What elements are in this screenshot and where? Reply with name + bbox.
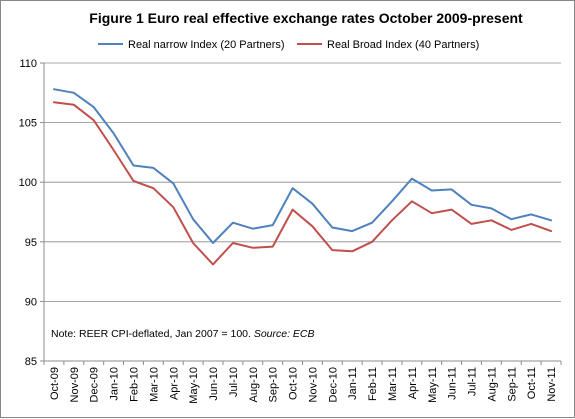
- y-tick-label-95: 95: [25, 237, 37, 249]
- x-tick-label-Oct-10: Oct-10: [288, 367, 300, 400]
- x-tick-label-Sep-11: Sep-11: [506, 367, 518, 402]
- x-tick-label-Nov-09: Nov-09: [69, 367, 81, 402]
- x-tick-label-Jun-10: Jun-10: [208, 367, 220, 401]
- legend: Real narrow Index (20 Partners) Real Bro…: [98, 39, 479, 51]
- x-tick-label-Sep-10: Sep-10: [268, 367, 280, 402]
- note-source: Source: ECB: [254, 328, 315, 340]
- x-tick-label-Aug-10: Aug-10: [248, 367, 260, 402]
- x-tick-labels: Oct-09 Nov-09 Dec-09 Jan-10 Feb-10 Mar-10 Apr-…: [49, 367, 558, 404]
- x-tick-label-Dec-10: Dec-10: [327, 367, 339, 402]
- x-tick-label-Mar-10: Mar-10: [148, 367, 160, 402]
- x-tick-label-Jan-10: Jan-10: [109, 367, 121, 401]
- x-tick-label-Nov-10: Nov-10: [307, 367, 319, 402]
- x-tick-label-Nov-11: Nov-11: [546, 367, 558, 402]
- axes: [40, 62, 562, 365]
- note-text: Note: REER CPI-deflated, Jan 2007 = 100.: [51, 328, 254, 340]
- x-tick-label-May-11: May-11: [427, 367, 439, 403]
- y-tick-label-85: 85: [25, 356, 37, 368]
- series-line-broad: [52, 101, 553, 266]
- x-tick-label-Feb-11: Feb-11: [367, 367, 379, 401]
- y-tick-label-105: 105: [19, 118, 37, 130]
- x-tick-label-Feb-10: Feb-10: [128, 367, 140, 402]
- gridlines: [44, 62, 561, 302]
- legend-label-broad: Real Broad Index (40 Partners): [327, 39, 479, 51]
- x-tick-label-Mar-11: Mar-11: [387, 367, 399, 401]
- x-tick-label-Jul-11: Jul-11: [467, 367, 479, 396]
- y-tick-labels: 85 90 95 100 105 110: [19, 58, 37, 368]
- x-tick-label-Jun-11: Jun-11: [447, 367, 459, 400]
- x-tick-label-May-10: May-10: [188, 367, 200, 404]
- legend-label-narrow: Real narrow Index (20 Partners): [128, 39, 285, 51]
- x-tick-label-Oct-09: Oct-09: [49, 367, 61, 400]
- y-tick-label-100: 100: [19, 177, 37, 189]
- x-tick-label-Apr-11: Apr-11: [407, 367, 419, 399]
- y-tick-label-90: 90: [25, 296, 37, 308]
- series-lines: [52, 88, 553, 266]
- chart-title: Figure 1 Euro real effective exchange ra…: [89, 10, 523, 26]
- x-tick-label-Jul-10: Jul-10: [228, 367, 240, 397]
- y-tick-label-110: 110: [19, 58, 37, 70]
- x-tick-label-Aug-11: Aug-11: [486, 367, 498, 402]
- chart-note: Note: REER CPI-deflated, Jan 2007 = 100.…: [51, 328, 315, 340]
- series-line-narrow: [52, 88, 553, 244]
- x-tick-label-Dec-09: Dec-09: [89, 367, 101, 402]
- x-tick-label-Oct-11: Oct-11: [526, 367, 538, 399]
- x-tick-label-Apr-10: Apr-10: [168, 367, 180, 400]
- x-tick-label-Jan-11: Jan-11: [347, 367, 359, 400]
